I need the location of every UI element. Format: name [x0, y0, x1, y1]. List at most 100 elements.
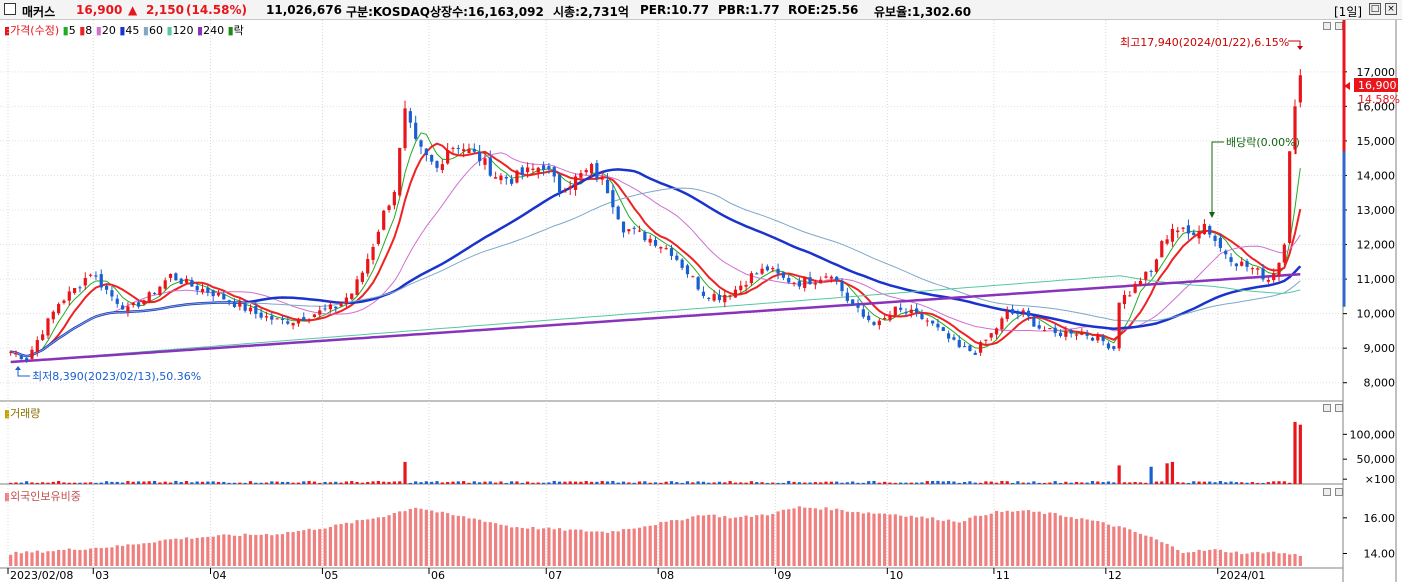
foreign-ownership-bar	[238, 536, 242, 566]
y-tick-label: 8,000	[1364, 377, 1396, 390]
foreign-ownership-bar	[467, 518, 471, 566]
roe-value: ROE:25.56	[788, 3, 859, 17]
foreign-ownership-bar	[739, 516, 743, 566]
foreign-ownership-bar	[1010, 511, 1015, 566]
foreign-ownership-bar	[1085, 519, 1089, 566]
candle-body	[344, 297, 349, 304]
foreign-ownership-bar	[142, 543, 146, 566]
foreign-ownership-bar	[270, 535, 274, 566]
candle-body	[797, 281, 801, 287]
candle-body	[925, 320, 929, 322]
volume-bar	[936, 480, 940, 484]
volume-bar	[398, 481, 402, 484]
candle-body	[531, 168, 535, 170]
volume-bar	[222, 481, 226, 484]
volume-bar	[584, 481, 588, 484]
period-selector[interactable]: [1일]	[1334, 5, 1363, 19]
legend-ma-20: ▮20	[95, 24, 116, 37]
close-button[interactable]: ×	[1385, 3, 1397, 15]
foreign-ownership-bar	[174, 538, 178, 566]
candle-body	[1192, 232, 1196, 236]
foreign-ownership-bar	[824, 507, 828, 566]
stock-name[interactable]: 매커스	[22, 5, 56, 19]
foreign-ownership-bar	[222, 534, 226, 566]
candle-body	[771, 268, 775, 270]
candle-body	[270, 316, 274, 320]
volume-bar	[51, 481, 55, 484]
foreign-ownership-bar	[568, 529, 572, 566]
volume-bar	[1186, 482, 1191, 484]
candle-body	[387, 205, 391, 210]
candle-body	[1010, 309, 1015, 314]
foreign-ownership-bar	[264, 533, 269, 566]
candle-body	[259, 312, 263, 318]
foreign-ownership-bar	[1144, 535, 1148, 566]
foreign-ownership-bar	[136, 544, 141, 566]
volume-bar	[920, 482, 924, 484]
volume-bar	[643, 481, 647, 484]
candle-body	[296, 319, 301, 324]
foreign-panel-minimize-button[interactable]	[1323, 488, 1331, 496]
candle-body	[627, 229, 631, 232]
candle-body	[398, 147, 402, 196]
foreign-ownership-bar	[621, 529, 626, 566]
candle-body	[1112, 346, 1116, 350]
candle-body	[808, 277, 812, 285]
volume-bar	[568, 481, 572, 484]
foreign-ownership-bar	[707, 514, 711, 566]
candle-body	[1085, 333, 1089, 336]
volume-panel-minimize-button[interactable]	[1323, 404, 1331, 412]
volume-bar	[179, 481, 183, 484]
x-tick-label: 03	[95, 569, 109, 582]
volume-bar	[110, 481, 114, 484]
foreign-ownership-bar	[430, 510, 434, 566]
volume-bar	[456, 481, 460, 484]
volume-bar	[184, 481, 189, 484]
volume-bar	[435, 481, 439, 484]
candle-body	[1138, 280, 1143, 286]
legend-ma-240: ▮240	[197, 24, 225, 37]
candle-body	[1149, 270, 1153, 272]
foreign-panel-title: ▮외국인보유비중	[4, 490, 81, 503]
candle-body	[787, 277, 791, 283]
volume-bar	[968, 481, 972, 484]
volume-bar	[1298, 424, 1302, 484]
volume-bar	[1037, 482, 1041, 484]
candle-body	[1144, 271, 1148, 280]
candle-body	[680, 259, 684, 268]
foreign-ownership-bar	[989, 513, 993, 566]
candle-body	[1186, 225, 1191, 234]
candle-body	[728, 295, 732, 297]
ma-20-line	[10, 152, 1301, 357]
candle-body	[184, 278, 189, 283]
foreign-ownership-bar	[696, 515, 700, 566]
foreign-ownership-bar	[190, 538, 194, 566]
menu-icon[interactable]	[4, 3, 16, 15]
volume-bar	[302, 481, 306, 484]
candle-body	[30, 349, 34, 359]
volume-bar	[1106, 481, 1111, 484]
foreign-ownership-bar	[446, 513, 450, 566]
maximize-button[interactable]: □	[1369, 3, 1381, 15]
volume-bar	[238, 482, 242, 484]
per-value: PER:10.77	[640, 3, 709, 17]
foreign-ownership-bar	[376, 517, 380, 566]
volume-bar	[978, 482, 983, 484]
volume-bar	[552, 480, 556, 484]
foreign-ownership-bar	[883, 513, 887, 566]
volume-bar	[1042, 482, 1047, 484]
x-tick-label: 09	[777, 569, 791, 582]
foreign-ownership-bar	[984, 515, 988, 566]
volume-bar	[1122, 482, 1127, 484]
foreign-ownership-bar	[1048, 512, 1052, 566]
candle-body	[931, 320, 935, 324]
foreign-ownership-bar	[1074, 518, 1079, 566]
foreign-ownership-bar	[1181, 553, 1185, 566]
foreign-ownership-bar	[563, 530, 567, 566]
candle-body	[408, 111, 412, 123]
candle-body	[819, 279, 823, 284]
volume-bar	[595, 481, 599, 484]
price-panel-minimize-button[interactable]	[1323, 22, 1331, 30]
candle-body	[451, 147, 455, 149]
